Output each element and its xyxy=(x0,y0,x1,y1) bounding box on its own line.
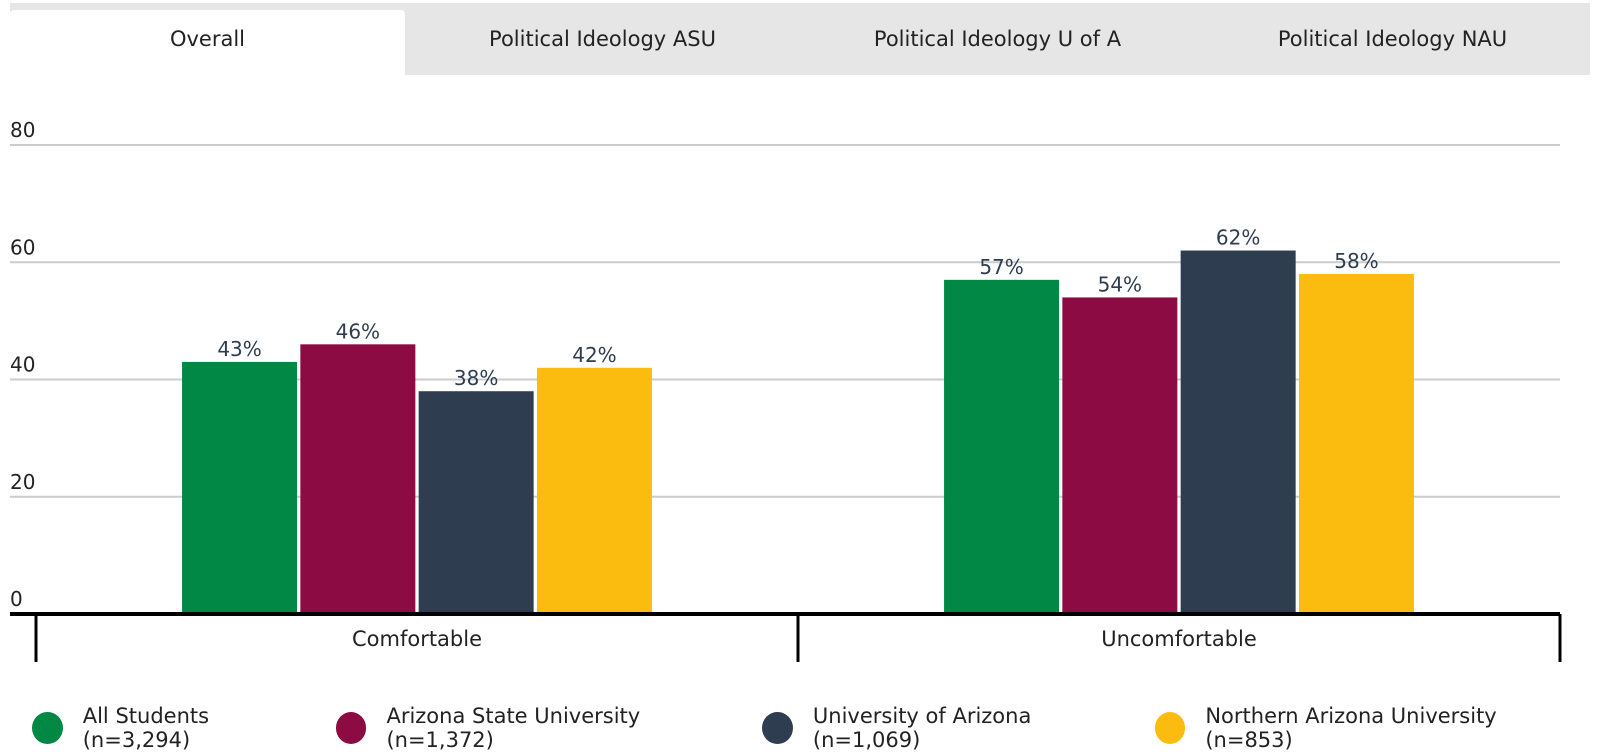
legend-swatch xyxy=(335,712,367,744)
bar xyxy=(300,344,416,614)
data-label: 46% xyxy=(336,319,380,343)
bar xyxy=(944,279,1060,614)
legend: All Students (n=3,294) Arizona State Uni… xyxy=(32,704,1598,752)
legend-label: All Students (n=3,294) xyxy=(82,704,210,752)
bar xyxy=(1062,297,1178,614)
data-label: 62% xyxy=(1216,226,1260,250)
bar xyxy=(1180,250,1296,614)
tab-political-ideology-nau[interactable]: Political Ideology NAU xyxy=(1277,27,1508,51)
bar-chart: 0 20 40 60 80 43% 46% 38% 42% Comfortable 57% 54% 62… xyxy=(10,118,1562,662)
bar xyxy=(1298,273,1414,614)
legend-swatch xyxy=(762,712,793,744)
legend-swatch xyxy=(32,712,63,744)
y-tick-label: 40 xyxy=(10,353,35,377)
legend-swatch xyxy=(1154,712,1186,744)
y-tick-label: 60 xyxy=(10,235,35,259)
data-label: 54% xyxy=(1098,272,1142,296)
data-label: 38% xyxy=(454,366,498,390)
data-label: 42% xyxy=(572,343,616,367)
legend-label: University of Arizona (n=1,069) xyxy=(812,704,1032,752)
bar xyxy=(418,391,534,614)
tab-political-ideology-u-of-a[interactable]: Political Ideology U of A xyxy=(873,27,1122,51)
bar xyxy=(182,361,298,614)
y-tick-label: 20 xyxy=(10,470,35,494)
bar xyxy=(536,367,652,614)
x-tick-label: Uncomfortable xyxy=(1101,627,1257,651)
tab-political-ideology-asu[interactable]: Political Ideology ASU xyxy=(489,27,716,51)
data-label: 57% xyxy=(979,255,1023,279)
legend-item-u-of-a[interactable]: University of Arizona (n=1,069) xyxy=(762,704,1132,752)
legend-label: Northern Arizona University (n=853) xyxy=(1205,704,1497,752)
data-label: 58% xyxy=(1334,249,1378,273)
legend-item-nau[interactable]: Northern Arizona University (n=853) xyxy=(1154,704,1576,752)
legend-item-all-students[interactable]: All Students (n=3,294) xyxy=(32,704,314,752)
y-tick-label: 80 xyxy=(10,118,35,142)
legend-item-asu[interactable]: Arizona State University (n=1,372) xyxy=(335,704,740,752)
data-label: 43% xyxy=(217,337,261,361)
x-tick-label: Comfortable xyxy=(352,627,482,651)
legend-label: Arizona State University (n=1,372) xyxy=(386,704,641,752)
tab-bar: Overall Political Ideology ASU Political… xyxy=(10,3,1590,75)
y-tick-label: 0 xyxy=(10,587,23,611)
tab-overall[interactable]: Overall xyxy=(10,10,405,75)
